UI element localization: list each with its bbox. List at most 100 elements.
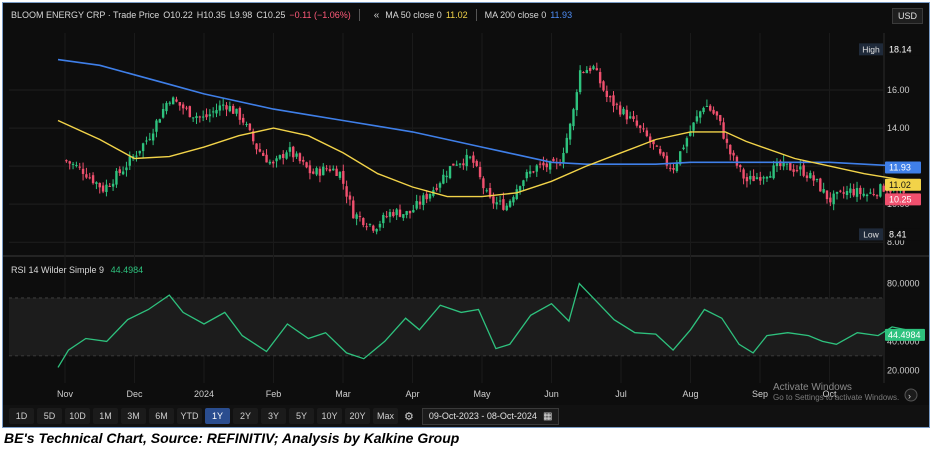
time-tick-label: Oct — [822, 389, 837, 399]
range-button-10d[interactable]: 10D — [65, 408, 90, 424]
candle-up — [508, 200, 512, 207]
candle-up — [865, 194, 869, 197]
range-button-ytd[interactable]: YTD — [177, 408, 202, 424]
rsi-value-tag — [885, 328, 925, 341]
candle-down — [792, 169, 795, 172]
candle-down — [241, 117, 245, 123]
currency-selector[interactable]: USD — [891, 8, 923, 24]
candle-up — [378, 223, 382, 228]
candle-down — [502, 199, 505, 210]
candle-up — [682, 147, 685, 150]
price-tick-label: 8.00 — [887, 237, 905, 247]
candle-up — [512, 197, 515, 203]
candle-down — [225, 105, 228, 110]
candle-up — [105, 184, 108, 193]
candle-up — [685, 138, 689, 147]
calendar-icon[interactable]: ▦ — [542, 410, 553, 422]
candle-up — [565, 137, 568, 153]
candle-up — [799, 166, 802, 170]
candle-up — [765, 176, 769, 179]
collapse-legend-icon[interactable]: « — [373, 9, 380, 21]
range-button-max[interactable]: Max — [373, 408, 398, 424]
time-tick-label: Feb — [266, 389, 282, 399]
candle-up — [782, 161, 785, 167]
candle-up — [138, 150, 141, 154]
candle-down — [398, 209, 402, 217]
candle-up — [815, 178, 819, 180]
candle-down — [81, 168, 85, 174]
candle-down — [292, 146, 295, 158]
candle-down — [732, 152, 735, 156]
chart-canvas[interactable]: 8.0010.0012.0014.0016.00NovDec2024FebMar… — [3, 3, 929, 405]
range-button-1m[interactable]: 1M — [93, 408, 118, 424]
ma50-label: MA 50 close 0 — [385, 10, 442, 20]
candle-up — [835, 191, 839, 194]
candle-down — [859, 187, 862, 195]
range-button-6m[interactable]: 6M — [149, 408, 174, 424]
candle-down — [178, 102, 182, 106]
candle-down — [652, 139, 655, 145]
range-button-20y[interactable]: 20Y — [345, 408, 370, 424]
settings-gear-icon[interactable]: ⚙ — [404, 410, 414, 423]
candle-up — [468, 156, 472, 158]
price-tag-value: 10.25 — [889, 194, 912, 204]
candle-down — [262, 152, 265, 156]
candle-down — [752, 175, 755, 182]
candle-down — [185, 107, 188, 109]
low-value: L9.98 — [229, 10, 253, 20]
price-tag-value: 11.02 — [889, 180, 911, 190]
candle-down — [98, 182, 101, 188]
candle-up — [575, 92, 578, 111]
range-button-group: 1D 5D 10D 1M 3M 6M YTD 1Y 2Y 3Y 5Y 10Y 20Y Max — [9, 408, 401, 424]
candle-up — [442, 174, 445, 184]
open-value: O10.22 — [163, 10, 193, 20]
candle-down — [328, 169, 332, 172]
rsi-tick-label: 40.0000 — [887, 336, 920, 346]
candle-up — [485, 190, 488, 192]
date-range-picker[interactable]: 09-Oct-2023 - 08-Oct-2024 ▦ — [421, 407, 560, 425]
candle-up — [355, 214, 358, 219]
candle-down — [825, 190, 829, 200]
candle-down — [712, 109, 715, 114]
candle-down — [532, 171, 535, 173]
candle-down — [418, 201, 422, 205]
price-tag-value: 11.93 — [889, 162, 911, 172]
candle-up — [498, 200, 502, 202]
candle-down — [632, 116, 635, 120]
candle-up — [141, 143, 145, 152]
candle-up — [275, 158, 278, 162]
candle-down — [615, 103, 619, 105]
candle-down — [742, 169, 745, 179]
range-button-10y[interactable]: 10Y — [317, 408, 342, 424]
candle-down — [722, 122, 725, 139]
range-button-3y[interactable]: 3Y — [261, 408, 286, 424]
candle-down — [342, 171, 345, 184]
candle-up — [111, 183, 115, 187]
candle-down — [325, 168, 328, 170]
candle-up — [368, 223, 372, 225]
candle-up — [285, 152, 288, 159]
range-button-1d[interactable]: 1D — [9, 408, 34, 424]
candle-down — [298, 153, 302, 162]
time-tick-label: Nov — [57, 389, 74, 399]
range-button-5d[interactable]: 5D — [37, 408, 62, 424]
candle-down — [482, 178, 485, 189]
candle-up — [592, 66, 595, 70]
range-button-2y[interactable]: 2Y — [233, 408, 258, 424]
range-button-3m[interactable]: 3M — [121, 408, 146, 424]
candle-down — [118, 169, 121, 173]
candle-up — [785, 163, 789, 165]
range-button-1y[interactable]: 1Y — [205, 408, 230, 424]
candle-up — [428, 193, 432, 199]
candle-down — [345, 186, 348, 197]
candle-up — [322, 166, 325, 176]
instrument-title: BLOOM ENERGY CRP · Trade Price — [11, 10, 160, 20]
candle-up — [115, 170, 118, 185]
candle-up — [208, 114, 212, 117]
candle-up — [585, 70, 589, 74]
candle-up — [528, 171, 532, 174]
range-toolbar: 1D 5D 10D 1M 3M 6M YTD 1Y 2Y 3Y 5Y 10Y 20Y Max ⚙ 09-O… — [3, 405, 929, 427]
range-button-5y[interactable]: 5Y — [289, 408, 314, 424]
candle-down — [779, 161, 782, 166]
rsi-value: 44.4984 — [110, 265, 144, 275]
